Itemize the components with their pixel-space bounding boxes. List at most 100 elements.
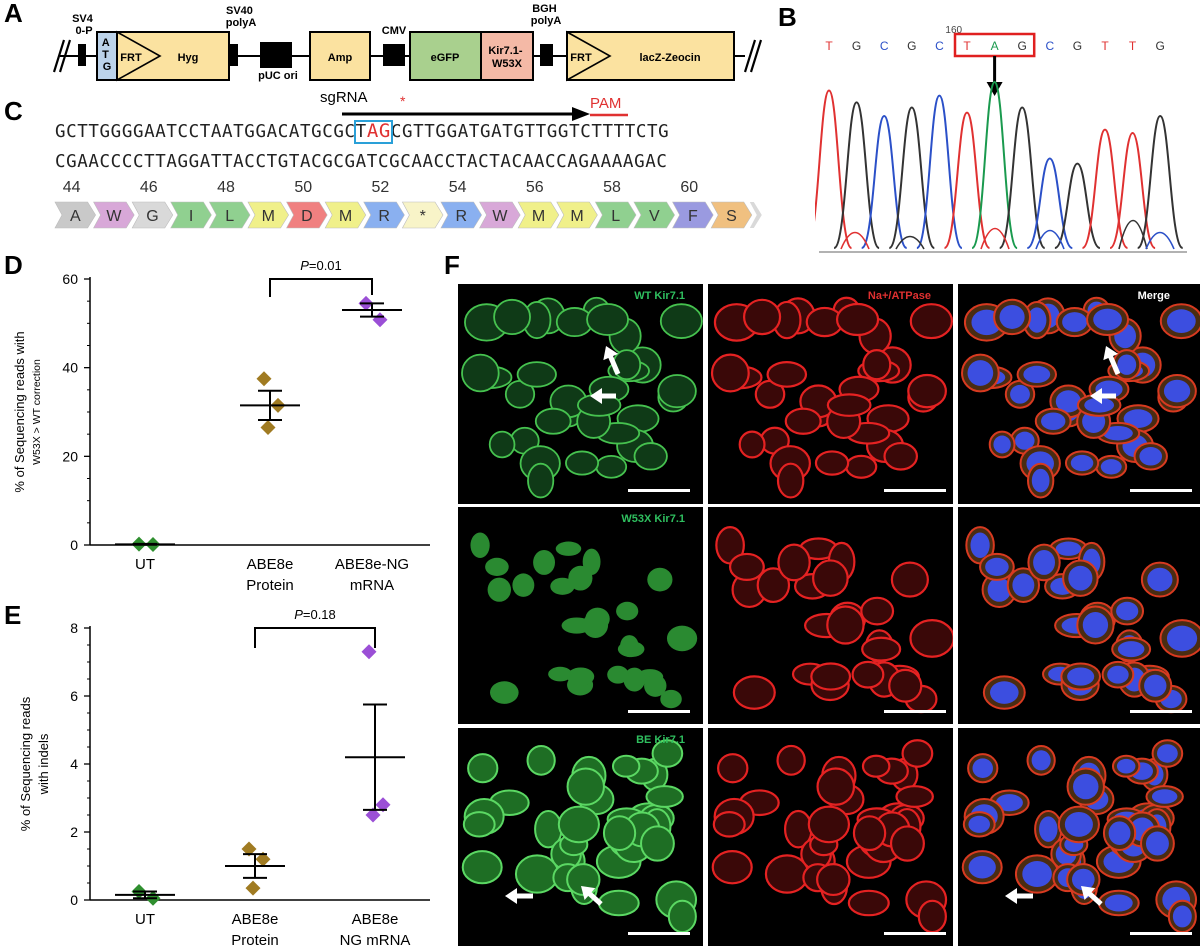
arrow-head: [1081, 886, 1096, 900]
base-call: T: [825, 39, 833, 53]
cell: [766, 361, 808, 388]
image-w53x-kir71: W53X Kir7.1: [458, 507, 703, 724]
pointer-arrow-head: [986, 82, 1003, 96]
sequence-top-strand: GCTTGGGGAATCCTAATGGACATGCGCTAGCGTTGGATGA…: [55, 120, 670, 144]
amino-acid-cell: [710, 201, 753, 229]
cell-nucleus-green: [616, 601, 639, 621]
panel-letter-e: E: [4, 600, 22, 630]
cell: [861, 636, 902, 662]
arrow-head: [1103, 346, 1119, 361]
chart-d-svg: 0 20 40 60 % of Sequencing reads with W53X > …: [12, 258, 430, 594]
cell-nucleus-green: [666, 625, 698, 652]
cell: [728, 552, 765, 581]
cell: [738, 430, 766, 459]
amino-acid-cell: [594, 201, 637, 229]
nucleus: [999, 304, 1025, 329]
cell: [645, 785, 684, 808]
scale-bar: [884, 932, 946, 935]
amino-acid-letter: L: [611, 208, 620, 225]
y-tick-label: 0: [70, 537, 78, 553]
y-axis-label-line1: % of Sequencing reads with: [12, 331, 27, 492]
data-point: [260, 420, 276, 436]
amp-box: [309, 31, 371, 81]
nucleus: [1064, 811, 1093, 837]
chromatogram-peak: [1136, 114, 1184, 249]
seq-top-part2: CGTTGGATGATGTTGGTCTTTTCTG: [390, 122, 670, 142]
plasmid-map: SV4 0-P A T G FRT Hyg SV40 polyA pUC ori…: [40, 0, 780, 95]
nucleus: [1071, 868, 1095, 891]
cell: [526, 744, 556, 776]
nucleus: [985, 557, 1009, 576]
p-value-label: P=0.18: [294, 607, 336, 622]
break-mark-right-1: [743, 39, 757, 73]
title-merge: Merge: [1137, 290, 1170, 302]
noise-peak: [840, 231, 870, 250]
micrograph-drawing: [461, 296, 703, 499]
break-mark-left-1: [52, 39, 66, 73]
y-axis-label-line1: % of Sequencing reads: [18, 696, 33, 831]
sv40p-label-line2: 0-P: [75, 25, 92, 37]
base-call: G: [852, 39, 861, 53]
scale-bar: [628, 489, 690, 492]
data-point: [372, 312, 388, 328]
cell: [776, 744, 806, 776]
frt-label-1: FRT: [120, 52, 142, 64]
cell: [534, 407, 572, 435]
micrograph-drawing: [470, 532, 698, 709]
image-wt-na-atpase: Na+/ATPase: [708, 284, 953, 504]
amino-acid-cell: [131, 201, 174, 229]
cmv-label: CMV: [382, 25, 407, 37]
nucleus: [1084, 397, 1115, 413]
cell-nucleus-green: [548, 666, 573, 682]
sv40p-label: SV4 0-P: [72, 13, 96, 37]
chart-e-svg: 0 2 4 6 8 % of Sequencing reads with indels UT A…: [18, 607, 430, 949]
base-call: G: [1156, 39, 1165, 53]
cell: [488, 430, 516, 459]
cell: [890, 561, 929, 598]
amino-acid-cell: [208, 201, 251, 229]
scale-bar: [628, 932, 690, 935]
amino-acid-cell: [247, 201, 289, 229]
y-axis-label-line2: W53X > WT correction: [31, 359, 43, 465]
data-point: [245, 880, 261, 896]
nucleus: [972, 758, 993, 779]
data-point: [255, 851, 271, 867]
cell-nucleus-green: [470, 532, 490, 558]
cell: [633, 442, 668, 471]
x-category-label: ABE8e-NG: [335, 556, 409, 573]
image-wt-kir71: WT Kir7.1: [458, 284, 703, 504]
image-be-merge: [958, 728, 1200, 946]
micrograph-drawing: [961, 739, 1198, 934]
cell-nucleus-green: [555, 541, 582, 556]
residue-number: 50: [294, 179, 312, 196]
nucleus: [993, 435, 1011, 454]
y-tick-label: 40: [62, 360, 78, 376]
title-be-kir71: BE Kir7.1: [636, 734, 685, 746]
nucleus: [1062, 312, 1088, 332]
nucleus: [1012, 573, 1035, 597]
nucleus: [990, 681, 1019, 704]
amino-acid-cell: [170, 201, 212, 229]
residue-number: 56: [526, 179, 544, 196]
nucleus: [1157, 744, 1178, 763]
amino-acid-cell: [517, 201, 560, 229]
cell: [835, 302, 880, 337]
cell: [784, 407, 822, 435]
amino-acid-cell: [286, 201, 328, 229]
target-codon-box: TAG: [353, 120, 393, 144]
cell: [557, 805, 600, 844]
cell: [826, 605, 865, 645]
y-tick-label: 60: [62, 271, 78, 287]
cell: [717, 753, 749, 784]
sv40-polya-label: SV40 polyA: [226, 5, 257, 29]
title-na-atpase: Na+/ATPase: [867, 290, 931, 302]
y-tick-label: 2: [70, 824, 78, 840]
scale-bar: [884, 710, 946, 713]
plasmid-map-svg: SV4 0-P A T G FRT Hyg SV40 polyA pUC ori…: [52, 3, 763, 82]
y-tick-label: 6: [70, 688, 78, 704]
mutation-star: *: [400, 93, 406, 109]
amino-acid-cell: [401, 201, 444, 229]
nucleus: [1031, 750, 1051, 771]
cell: [651, 739, 684, 768]
nucleus: [987, 577, 1011, 602]
